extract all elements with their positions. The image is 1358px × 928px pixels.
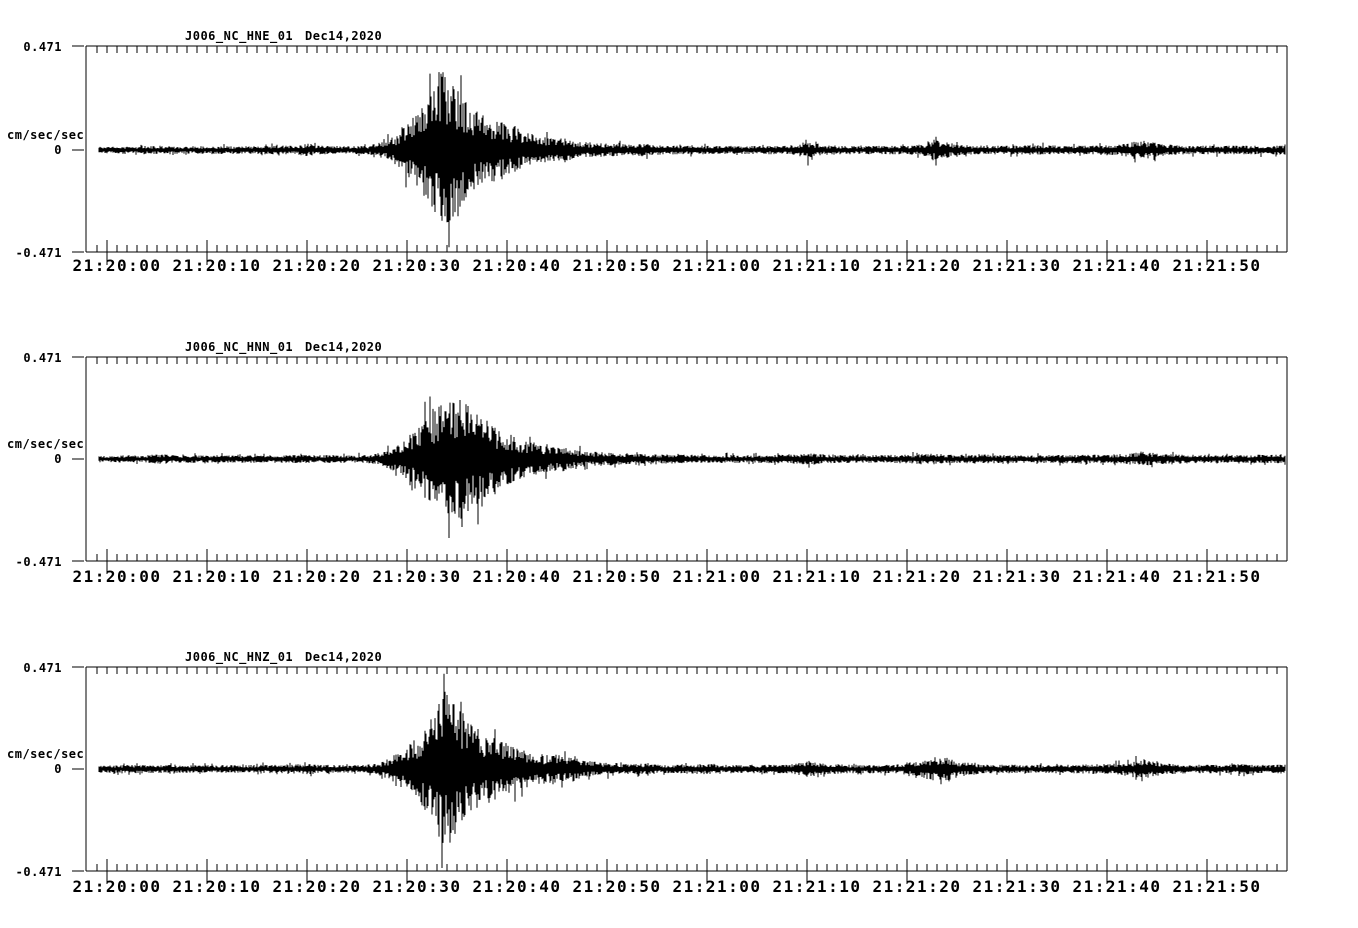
y-max-label: 0.471	[23, 351, 62, 365]
time-tick-label: 21:20:20	[272, 877, 361, 896]
panel-title-date: Dec14,2020	[305, 340, 382, 354]
panel-title-station: J006_NC_HNE_01	[185, 29, 293, 44]
axis-frame-and-ticks	[72, 45, 1288, 265]
time-tick-label: 21:20:20	[272, 567, 361, 586]
time-tick-label: 21:21:10	[772, 567, 861, 586]
y-min-label: -0.471	[16, 246, 62, 260]
time-tick-label: 21:21:20	[872, 567, 961, 586]
y-max-label: 0.471	[23, 661, 62, 675]
time-tick-label: 21:21:20	[872, 877, 961, 896]
time-tick-label: 21:20:00	[72, 877, 161, 896]
waveform-trace	[98, 396, 1286, 538]
panel-title-date: Dec14,2020	[305, 29, 382, 43]
time-tick-label: 21:21:10	[772, 877, 861, 896]
time-tick-label: 21:20:00	[72, 256, 161, 275]
time-tick-label: 21:20:10	[172, 256, 261, 275]
panel-hnn: J006_NC_HNN_01 Dec14,2020 0.471 0 -0.471 cm/s…	[7, 340, 1288, 586]
time-tick-label: 21:20:10	[172, 877, 261, 896]
time-tick-label: 21:21:50	[1172, 567, 1261, 586]
y-zero-label: 0	[54, 762, 62, 776]
time-tick-label: 21:20:40	[472, 256, 561, 275]
y-max-label: 0.471	[23, 40, 62, 54]
time-tick-label: 21:21:30	[972, 877, 1061, 896]
waveform-trace	[98, 673, 1286, 868]
time-tick-label: 21:21:40	[1072, 567, 1161, 586]
panel-title-date: Dec14,2020	[305, 650, 382, 664]
time-tick-label: 21:20:20	[272, 256, 361, 275]
time-tick-label: 21:20:10	[172, 567, 261, 586]
time-tick-label: 21:20:40	[472, 877, 561, 896]
y-units-label: cm/sec/sec	[7, 437, 84, 451]
time-tick-label: 21:20:30	[372, 877, 461, 896]
time-tick-label: 21:20:50	[572, 567, 661, 586]
y-units-label: cm/sec/sec	[7, 747, 84, 761]
waveform-trace	[98, 72, 1286, 248]
time-tick-label: 21:21:00	[672, 256, 761, 275]
time-tick-label: 21:21:50	[1172, 877, 1261, 896]
axis-frame-and-ticks	[72, 666, 1288, 884]
time-tick-label: 21:21:00	[672, 877, 761, 896]
panel-title-station: J006_NC_HNZ_01	[185, 650, 293, 665]
time-tick-label: 21:21:30	[972, 256, 1061, 275]
y-zero-label: 0	[54, 143, 62, 157]
time-tick-label: 21:21:00	[672, 567, 761, 586]
y-min-label: -0.471	[16, 555, 62, 569]
time-tick-label: 21:21:40	[1072, 256, 1161, 275]
time-tick-label: 21:21:10	[772, 256, 861, 275]
axis-frame-and-ticks	[72, 356, 1288, 574]
time-tick-label: 21:20:30	[372, 256, 461, 275]
time-tick-label: 21:20:30	[372, 567, 461, 586]
y-min-label: -0.471	[16, 865, 62, 879]
time-tick-label: 21:20:50	[572, 256, 661, 275]
y-zero-label: 0	[54, 452, 62, 466]
time-tick-label: 21:20:50	[572, 877, 661, 896]
time-tick-label: 21:21:50	[1172, 256, 1261, 275]
time-tick-label: 21:20:00	[72, 567, 161, 586]
panel-hnz: J006_NC_HNZ_01 Dec14,2020 0.471 0 -0.471 cm/s…	[7, 650, 1288, 896]
time-tick-label: 21:20:40	[472, 567, 561, 586]
panel-title-station: J006_NC_HNN_01	[185, 340, 293, 355]
y-units-label: cm/sec/sec	[7, 128, 84, 142]
time-tick-label: 21:21:30	[972, 567, 1061, 586]
panel-hne: J006_NC_HNE_01 Dec14,2020 0.471 0 -0.471 cm/s…	[7, 29, 1288, 275]
time-tick-label: 21:21:40	[1072, 877, 1161, 896]
time-tick-label: 21:21:20	[872, 256, 961, 275]
